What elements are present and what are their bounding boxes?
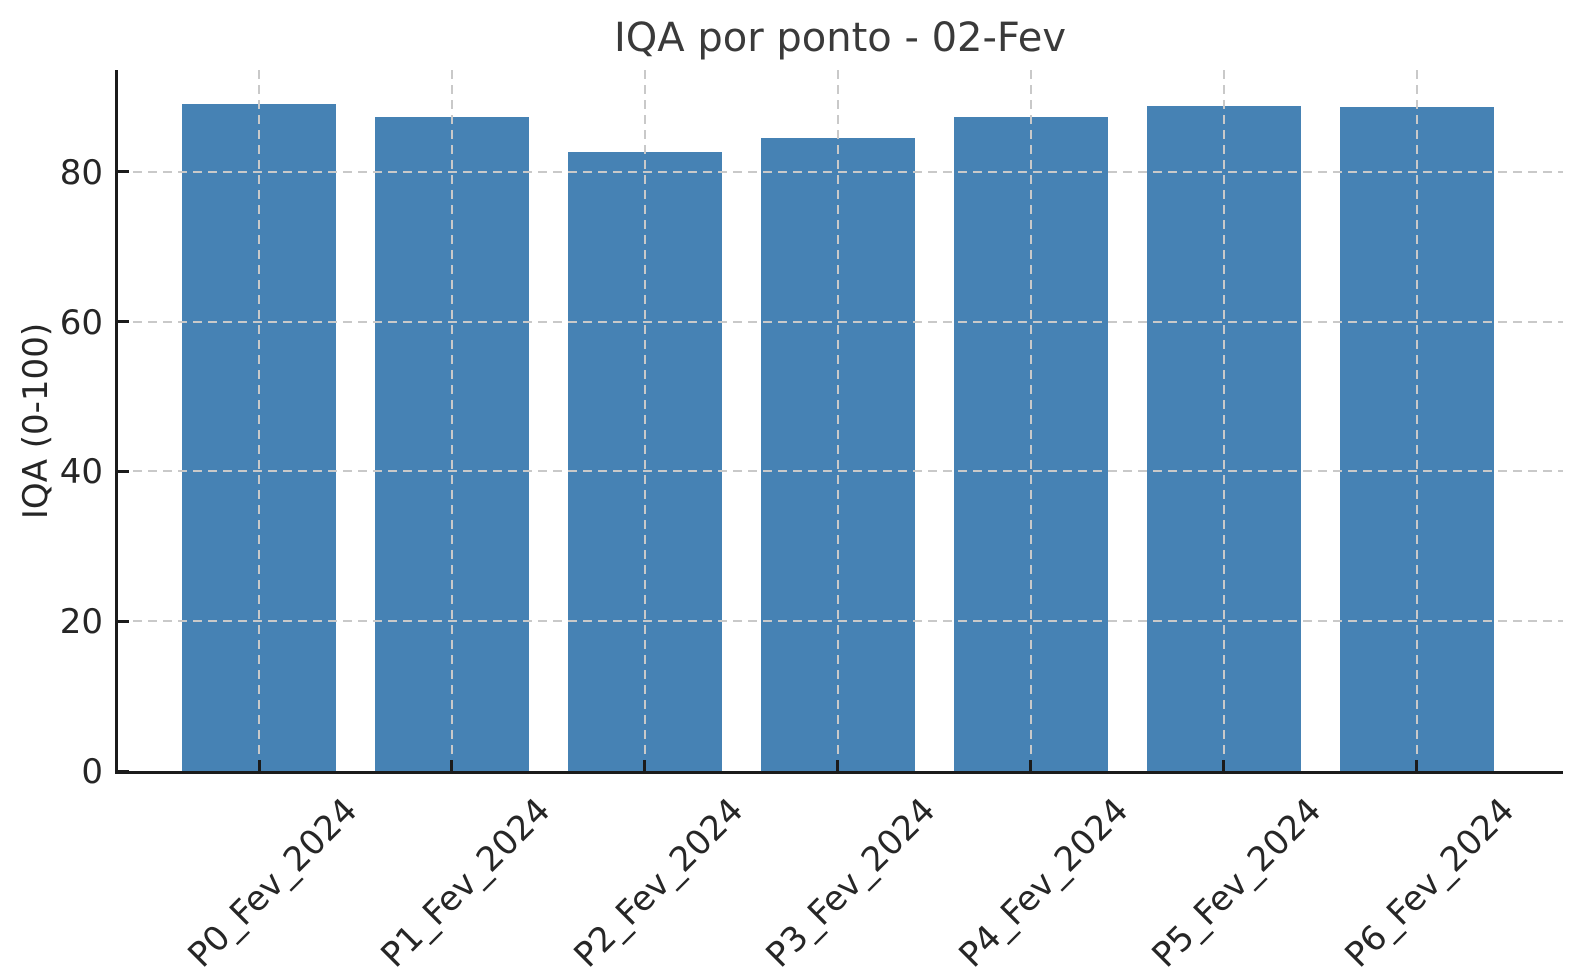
x-tick (1415, 760, 1419, 771)
plot-area (115, 70, 1563, 774)
v-gridline (1415, 70, 1418, 771)
v-gridline (1029, 70, 1032, 771)
x-tick-label: P6_Fev_2024 (1337, 790, 1523, 976)
y-tick-label: 80 (59, 152, 103, 193)
h-gridline (118, 470, 1563, 473)
y-tick-label: 0 (81, 752, 103, 792)
y-tick (118, 170, 129, 174)
y-tick-label: 60 (59, 302, 103, 343)
x-tick-label: P2_Fev_2024 (565, 790, 751, 976)
x-tick-label: P4_Fev_2024 (951, 790, 1137, 976)
x-tick-label: P3_Fev_2024 (758, 790, 944, 976)
chart-title: IQA por ponto - 02-Fev (613, 15, 1067, 61)
x-tick (450, 760, 454, 771)
x-tick (1029, 760, 1033, 771)
y-tick-label: 40 (59, 452, 103, 493)
h-gridline (118, 620, 1563, 623)
y-tick (118, 619, 129, 623)
x-tick (836, 760, 840, 771)
y-tick (118, 769, 129, 773)
y-tick-label: 20 (59, 602, 103, 643)
v-gridline (258, 70, 260, 771)
v-gridline (836, 70, 839, 771)
x-tick (1222, 760, 1226, 771)
x-tick (257, 760, 261, 771)
v-gridline (450, 70, 453, 771)
y-axis-label: IQA (0-100) (16, 322, 56, 520)
h-gridline (118, 320, 1563, 323)
x-tick-label: P5_Fev_2024 (1144, 790, 1330, 976)
y-tick (118, 320, 129, 324)
y-tick (118, 469, 129, 473)
v-gridline (1222, 70, 1225, 771)
v-gridline (643, 70, 646, 771)
h-gridline (118, 170, 1563, 173)
x-tick-label: P1_Fev_2024 (372, 790, 558, 976)
x-tick (643, 760, 647, 771)
x-tick-label: P0_Fev_2024 (180, 790, 365, 976)
